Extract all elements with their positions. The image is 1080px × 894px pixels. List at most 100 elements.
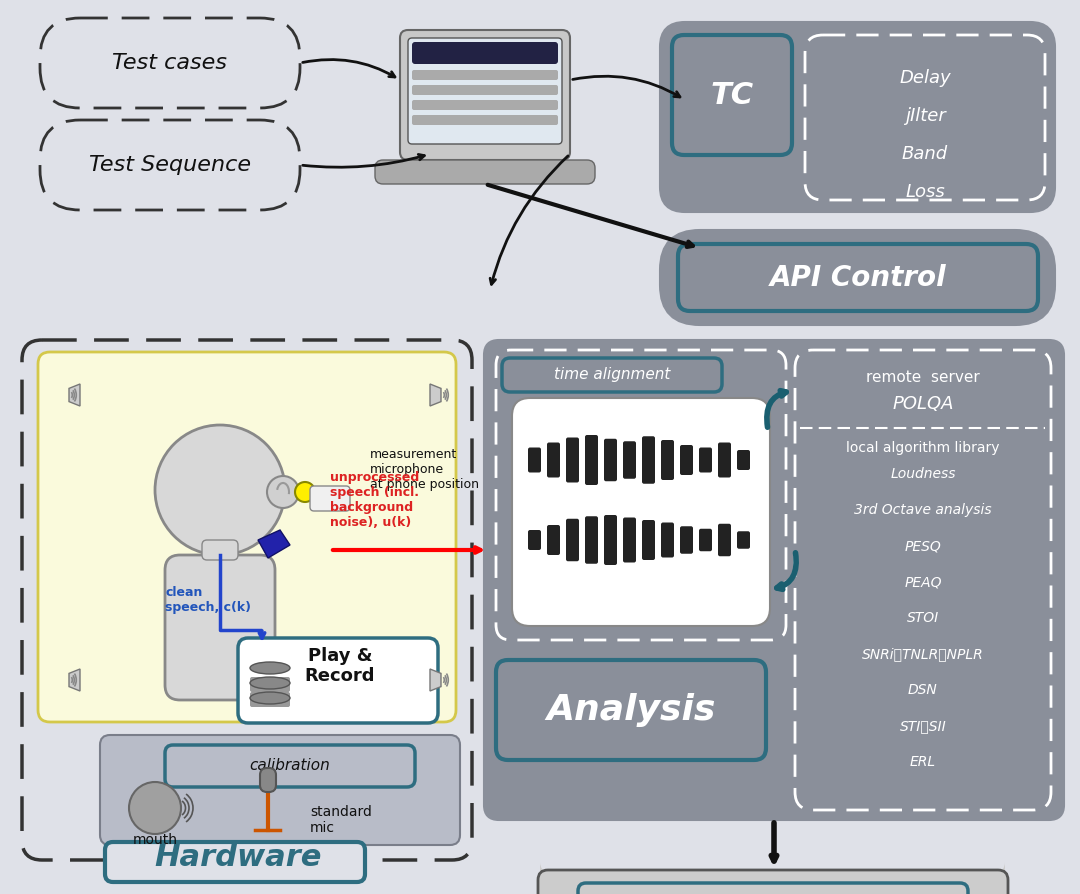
FancyBboxPatch shape [566, 519, 579, 561]
FancyBboxPatch shape [604, 515, 617, 565]
FancyBboxPatch shape [566, 437, 579, 483]
Text: jIlter: jIlter [905, 107, 945, 125]
Text: TC: TC [711, 80, 754, 109]
FancyBboxPatch shape [411, 115, 558, 125]
FancyBboxPatch shape [100, 735, 460, 845]
FancyBboxPatch shape [502, 358, 723, 392]
FancyBboxPatch shape [512, 398, 770, 626]
Text: PESQ: PESQ [905, 539, 942, 553]
FancyBboxPatch shape [623, 518, 636, 562]
Text: DSN: DSN [908, 683, 937, 697]
FancyBboxPatch shape [400, 30, 570, 160]
FancyBboxPatch shape [661, 522, 674, 558]
Polygon shape [258, 530, 291, 558]
FancyBboxPatch shape [540, 862, 1005, 882]
Text: Test cases: Test cases [112, 53, 228, 73]
Text: Hardware: Hardware [154, 844, 322, 873]
FancyBboxPatch shape [165, 745, 415, 787]
FancyBboxPatch shape [623, 442, 636, 479]
FancyBboxPatch shape [661, 440, 674, 480]
Ellipse shape [249, 677, 291, 689]
FancyBboxPatch shape [110, 846, 340, 862]
Ellipse shape [249, 692, 291, 704]
FancyBboxPatch shape [737, 450, 750, 470]
FancyBboxPatch shape [496, 660, 766, 760]
Text: remote  server: remote server [866, 370, 980, 385]
Polygon shape [430, 384, 441, 406]
FancyBboxPatch shape [411, 70, 558, 80]
Polygon shape [69, 669, 80, 691]
FancyBboxPatch shape [202, 540, 238, 560]
FancyBboxPatch shape [411, 100, 558, 110]
Text: Play &
Record: Play & Record [305, 646, 375, 686]
FancyBboxPatch shape [40, 120, 300, 210]
Text: time alignment: time alignment [554, 367, 671, 383]
FancyBboxPatch shape [737, 531, 750, 549]
FancyBboxPatch shape [699, 448, 712, 473]
Text: Test Sequence: Test Sequence [89, 155, 251, 175]
Circle shape [156, 425, 285, 555]
FancyBboxPatch shape [680, 527, 693, 553]
FancyBboxPatch shape [585, 435, 598, 485]
FancyBboxPatch shape [660, 230, 1055, 325]
FancyBboxPatch shape [105, 842, 365, 882]
FancyBboxPatch shape [165, 555, 275, 700]
FancyBboxPatch shape [678, 244, 1038, 311]
FancyBboxPatch shape [660, 22, 1055, 212]
FancyBboxPatch shape [528, 530, 541, 550]
FancyBboxPatch shape [411, 42, 558, 64]
FancyBboxPatch shape [22, 340, 472, 860]
FancyBboxPatch shape [528, 448, 541, 473]
Text: Band: Band [902, 145, 948, 163]
Circle shape [295, 482, 315, 502]
FancyBboxPatch shape [546, 525, 561, 555]
Ellipse shape [249, 662, 291, 674]
FancyBboxPatch shape [538, 870, 1008, 894]
Text: unprocessed
speech (incl.
background
noise), u(k): unprocessed speech (incl. background noi… [330, 471, 419, 529]
Text: ERL: ERL [910, 755, 936, 769]
Circle shape [129, 782, 181, 834]
Text: STOI: STOI [907, 611, 940, 625]
Text: SNRi、TNLR、NPLR: SNRi、TNLR、NPLR [862, 647, 984, 661]
FancyBboxPatch shape [38, 352, 456, 722]
FancyBboxPatch shape [699, 528, 712, 552]
FancyBboxPatch shape [411, 85, 558, 95]
Polygon shape [69, 384, 80, 406]
FancyBboxPatch shape [672, 35, 792, 155]
Circle shape [267, 476, 299, 508]
FancyBboxPatch shape [680, 445, 693, 475]
FancyBboxPatch shape [249, 677, 291, 692]
FancyBboxPatch shape [249, 692, 291, 707]
Text: measurement
microphone
at phone position: measurement microphone at phone position [370, 448, 480, 491]
FancyBboxPatch shape [260, 768, 276, 792]
FancyBboxPatch shape [40, 18, 300, 108]
FancyBboxPatch shape [110, 852, 350, 857]
FancyBboxPatch shape [604, 439, 617, 481]
Text: POLQA: POLQA [892, 395, 954, 413]
FancyBboxPatch shape [718, 524, 731, 556]
FancyBboxPatch shape [310, 486, 350, 511]
Text: standard
mic: standard mic [310, 805, 372, 835]
FancyBboxPatch shape [642, 436, 654, 484]
Text: API Control: API Control [770, 264, 946, 292]
Text: Delay: Delay [900, 69, 950, 87]
FancyBboxPatch shape [484, 340, 1064, 820]
Text: STI、SII: STI、SII [900, 719, 946, 733]
FancyBboxPatch shape [408, 38, 562, 144]
FancyBboxPatch shape [718, 443, 731, 477]
Text: mouth: mouth [133, 833, 177, 847]
Text: local algorithm library: local algorithm library [847, 441, 1000, 455]
FancyBboxPatch shape [642, 520, 654, 560]
Text: 3rd Octave analysis: 3rd Octave analysis [854, 503, 991, 517]
Polygon shape [430, 669, 441, 691]
Text: Loudness: Loudness [890, 467, 956, 481]
Text: calibration: calibration [249, 758, 330, 773]
Text: clean
speech, c(k): clean speech, c(k) [165, 586, 251, 614]
Text: Analysis: Analysis [546, 693, 716, 727]
Text: Loss: Loss [905, 183, 945, 201]
FancyBboxPatch shape [546, 443, 561, 477]
FancyBboxPatch shape [375, 160, 595, 184]
FancyBboxPatch shape [238, 638, 438, 723]
Text: PEAQ: PEAQ [904, 575, 942, 589]
FancyBboxPatch shape [585, 516, 598, 564]
